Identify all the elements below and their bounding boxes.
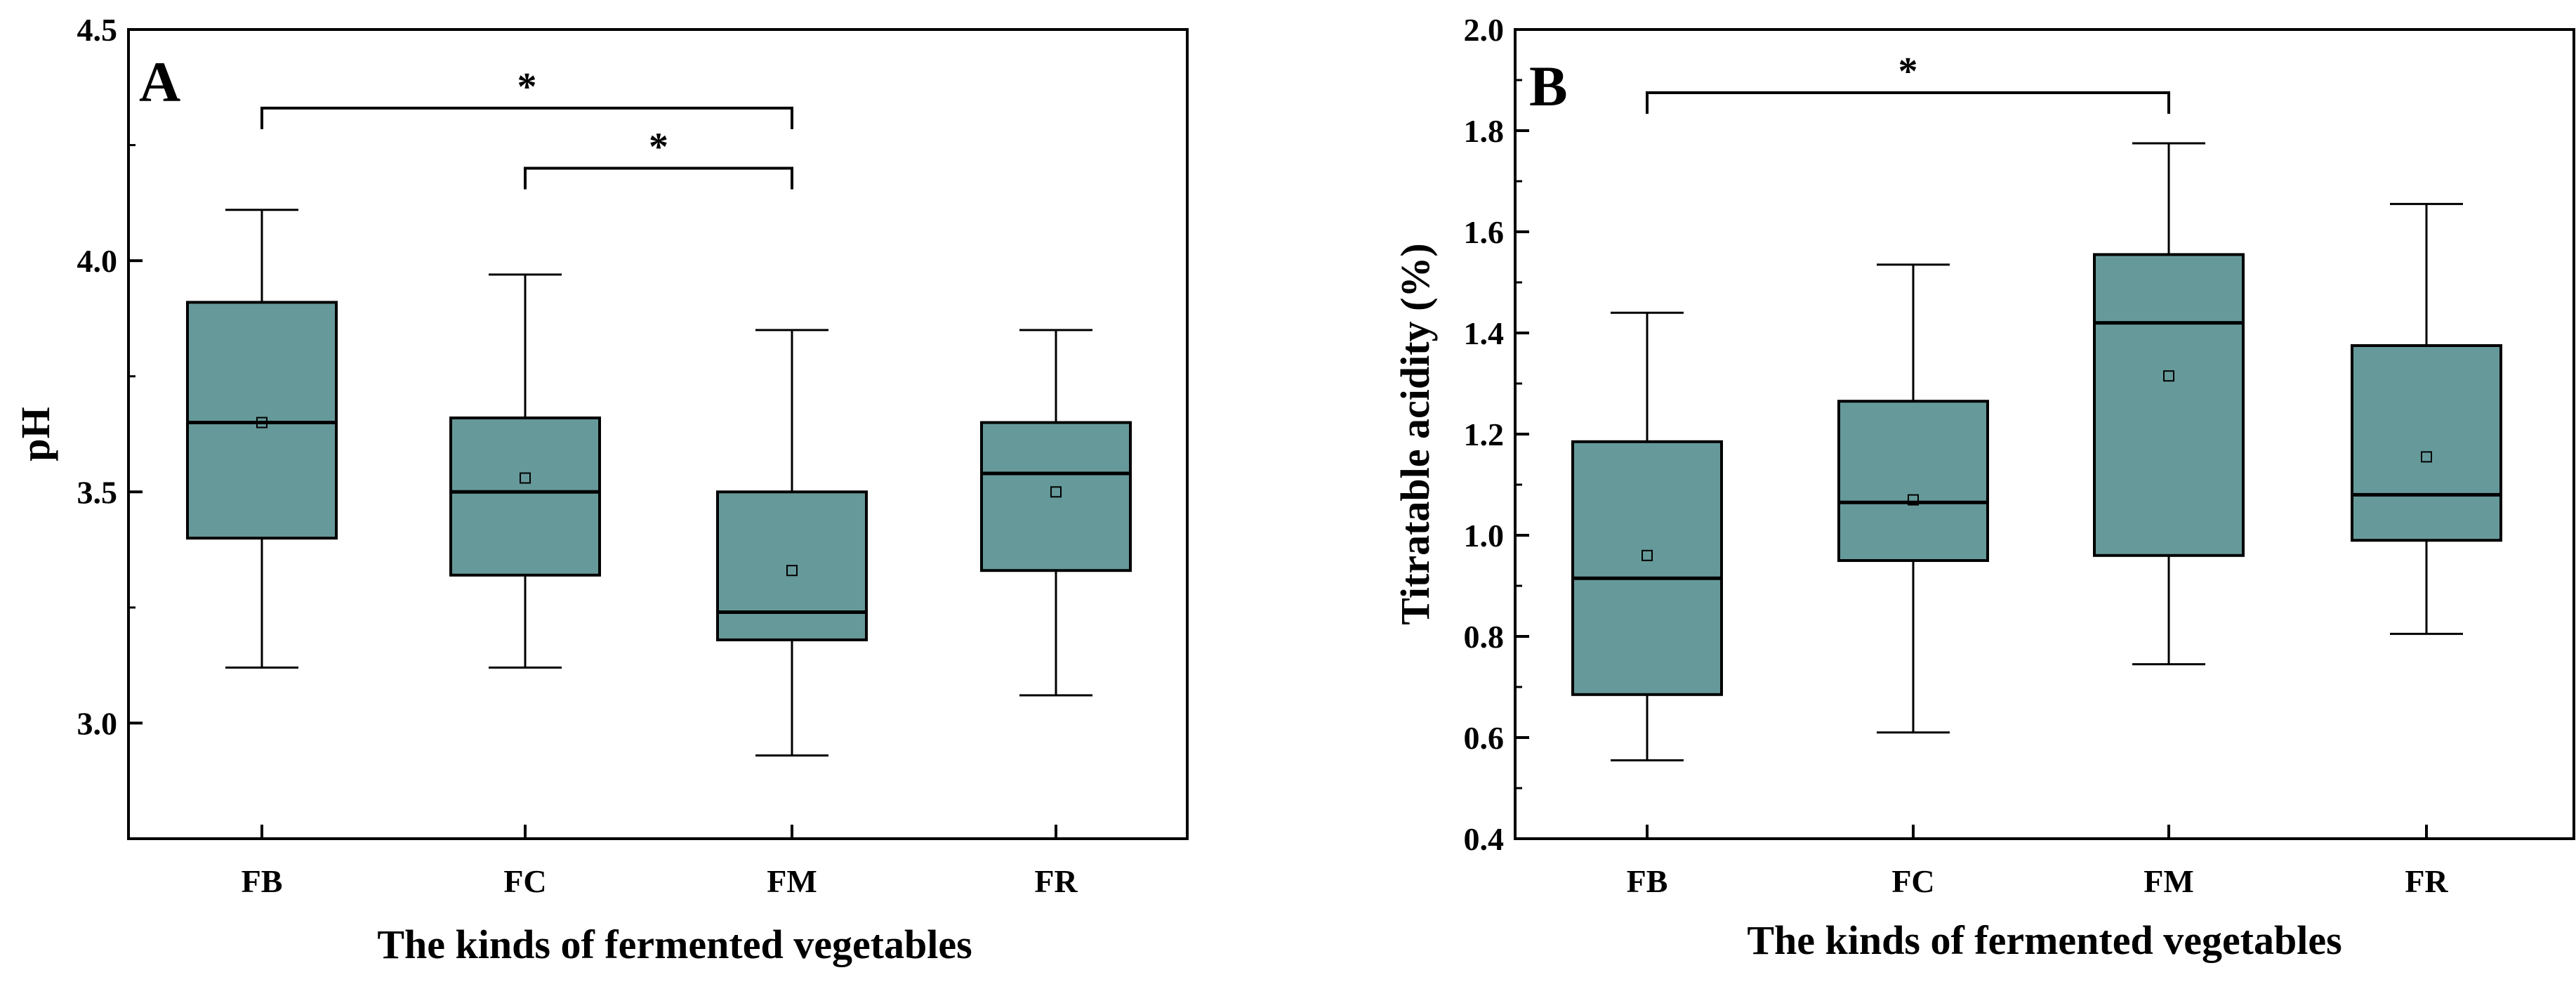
- boxes-b: [1571, 142, 2502, 761]
- box-fm: [2093, 142, 2245, 666]
- significance-b: *: [1646, 50, 2170, 114]
- x-tick-label-fc: FC: [1891, 863, 1934, 899]
- significance-bracket-fb-fm: *: [260, 65, 793, 129]
- iqr-box: [1837, 400, 1989, 563]
- y-tick-label: 4.0: [77, 243, 118, 279]
- panel-a: A The kinds of fermented vegetables pH 3…: [13, 12, 1189, 967]
- mean-marker: [256, 417, 267, 428]
- y-tick-label: 3.0: [77, 705, 118, 741]
- bracket-line: [1646, 91, 2170, 114]
- box-fr: [980, 329, 1132, 697]
- boxes-a: [186, 209, 1132, 757]
- x-tick-label-fr: FR: [1034, 863, 1078, 899]
- x-tick-label-fm: FM: [767, 863, 817, 899]
- y-tick-label: 4.5: [77, 12, 118, 48]
- panel-label-a: A: [139, 50, 180, 114]
- y-tick-label: 1.2: [1464, 417, 1505, 452]
- x-axis-title-a: The kinds of fermented vegetables: [377, 922, 972, 967]
- significance-bracket-fc-fm: *: [524, 125, 793, 190]
- y-tick-label: 1.4: [1464, 315, 1505, 351]
- y-tick-label: 1.6: [1464, 214, 1505, 250]
- y-tick-label: 3.5: [77, 474, 118, 510]
- box-fm: [716, 329, 868, 757]
- box-fc: [449, 273, 601, 669]
- box-fc: [1837, 263, 1989, 734]
- iqr-box: [1571, 440, 1723, 696]
- y-axis-a: 3.0 3.5 4.0 4.5: [77, 12, 143, 840]
- panel-label-b: B: [1529, 54, 1568, 118]
- mean-marker: [2163, 370, 2174, 382]
- y-axis-title-b: Titratable acidity (%): [1392, 243, 1438, 624]
- y-axis-title-a: pH: [13, 407, 58, 461]
- y-tick-label: 1.0: [1464, 518, 1505, 554]
- plot-frame-a: [127, 28, 1189, 840]
- iqr-box: [2093, 253, 2245, 557]
- significance-a: **: [260, 65, 793, 190]
- y-tick-label: 0.8: [1464, 619, 1505, 655]
- x-tick-label-fr: FR: [2405, 863, 2448, 899]
- x-tick-label-fc: FC: [503, 863, 546, 899]
- x-axis-b: FB FC FM FR: [1627, 825, 2448, 899]
- iqr-box: [449, 416, 601, 577]
- y-tick-label: 0.6: [1464, 720, 1505, 756]
- iqr-box: [2351, 344, 2502, 542]
- box-fb: [1571, 311, 1723, 761]
- y-axis-b: 0.4 0.6 0.8 1.0 1.2 1.4 1.6 1.8 2.0: [1464, 12, 1529, 857]
- y-tick-label: 1.8: [1464, 113, 1505, 149]
- significance-bracket-fb-fm: *: [1646, 50, 2170, 114]
- y-tick-label: 2.0: [1464, 12, 1505, 48]
- box-fr: [2351, 202, 2502, 635]
- y-tick-label: 0.4: [1464, 821, 1505, 857]
- x-axis-title-b: The kinds of fermented vegetables: [1747, 917, 2341, 963]
- mean-marker: [520, 472, 531, 484]
- mean-marker: [1908, 494, 1919, 506]
- x-tick-label-fb: FB: [1627, 863, 1668, 899]
- mean-marker: [1642, 549, 1653, 561]
- x-axis-a: FB FC FM FR: [242, 825, 1078, 899]
- mean-marker: [1050, 486, 1062, 498]
- x-tick-label-fm: FM: [2144, 863, 2194, 899]
- iqr-box: [186, 301, 338, 540]
- bracket-line: [524, 166, 793, 190]
- significance-star: *: [649, 125, 668, 169]
- bracket-line: [260, 106, 793, 129]
- x-tick-label-fb: FB: [242, 863, 283, 899]
- panel-b: B The kinds of fermented vegetables Titr…: [1392, 12, 2575, 963]
- mean-marker: [786, 565, 798, 577]
- significance-star: *: [517, 65, 537, 109]
- box-fb: [186, 209, 338, 669]
- mean-marker: [2421, 451, 2432, 463]
- significance-star: *: [1898, 50, 1918, 93]
